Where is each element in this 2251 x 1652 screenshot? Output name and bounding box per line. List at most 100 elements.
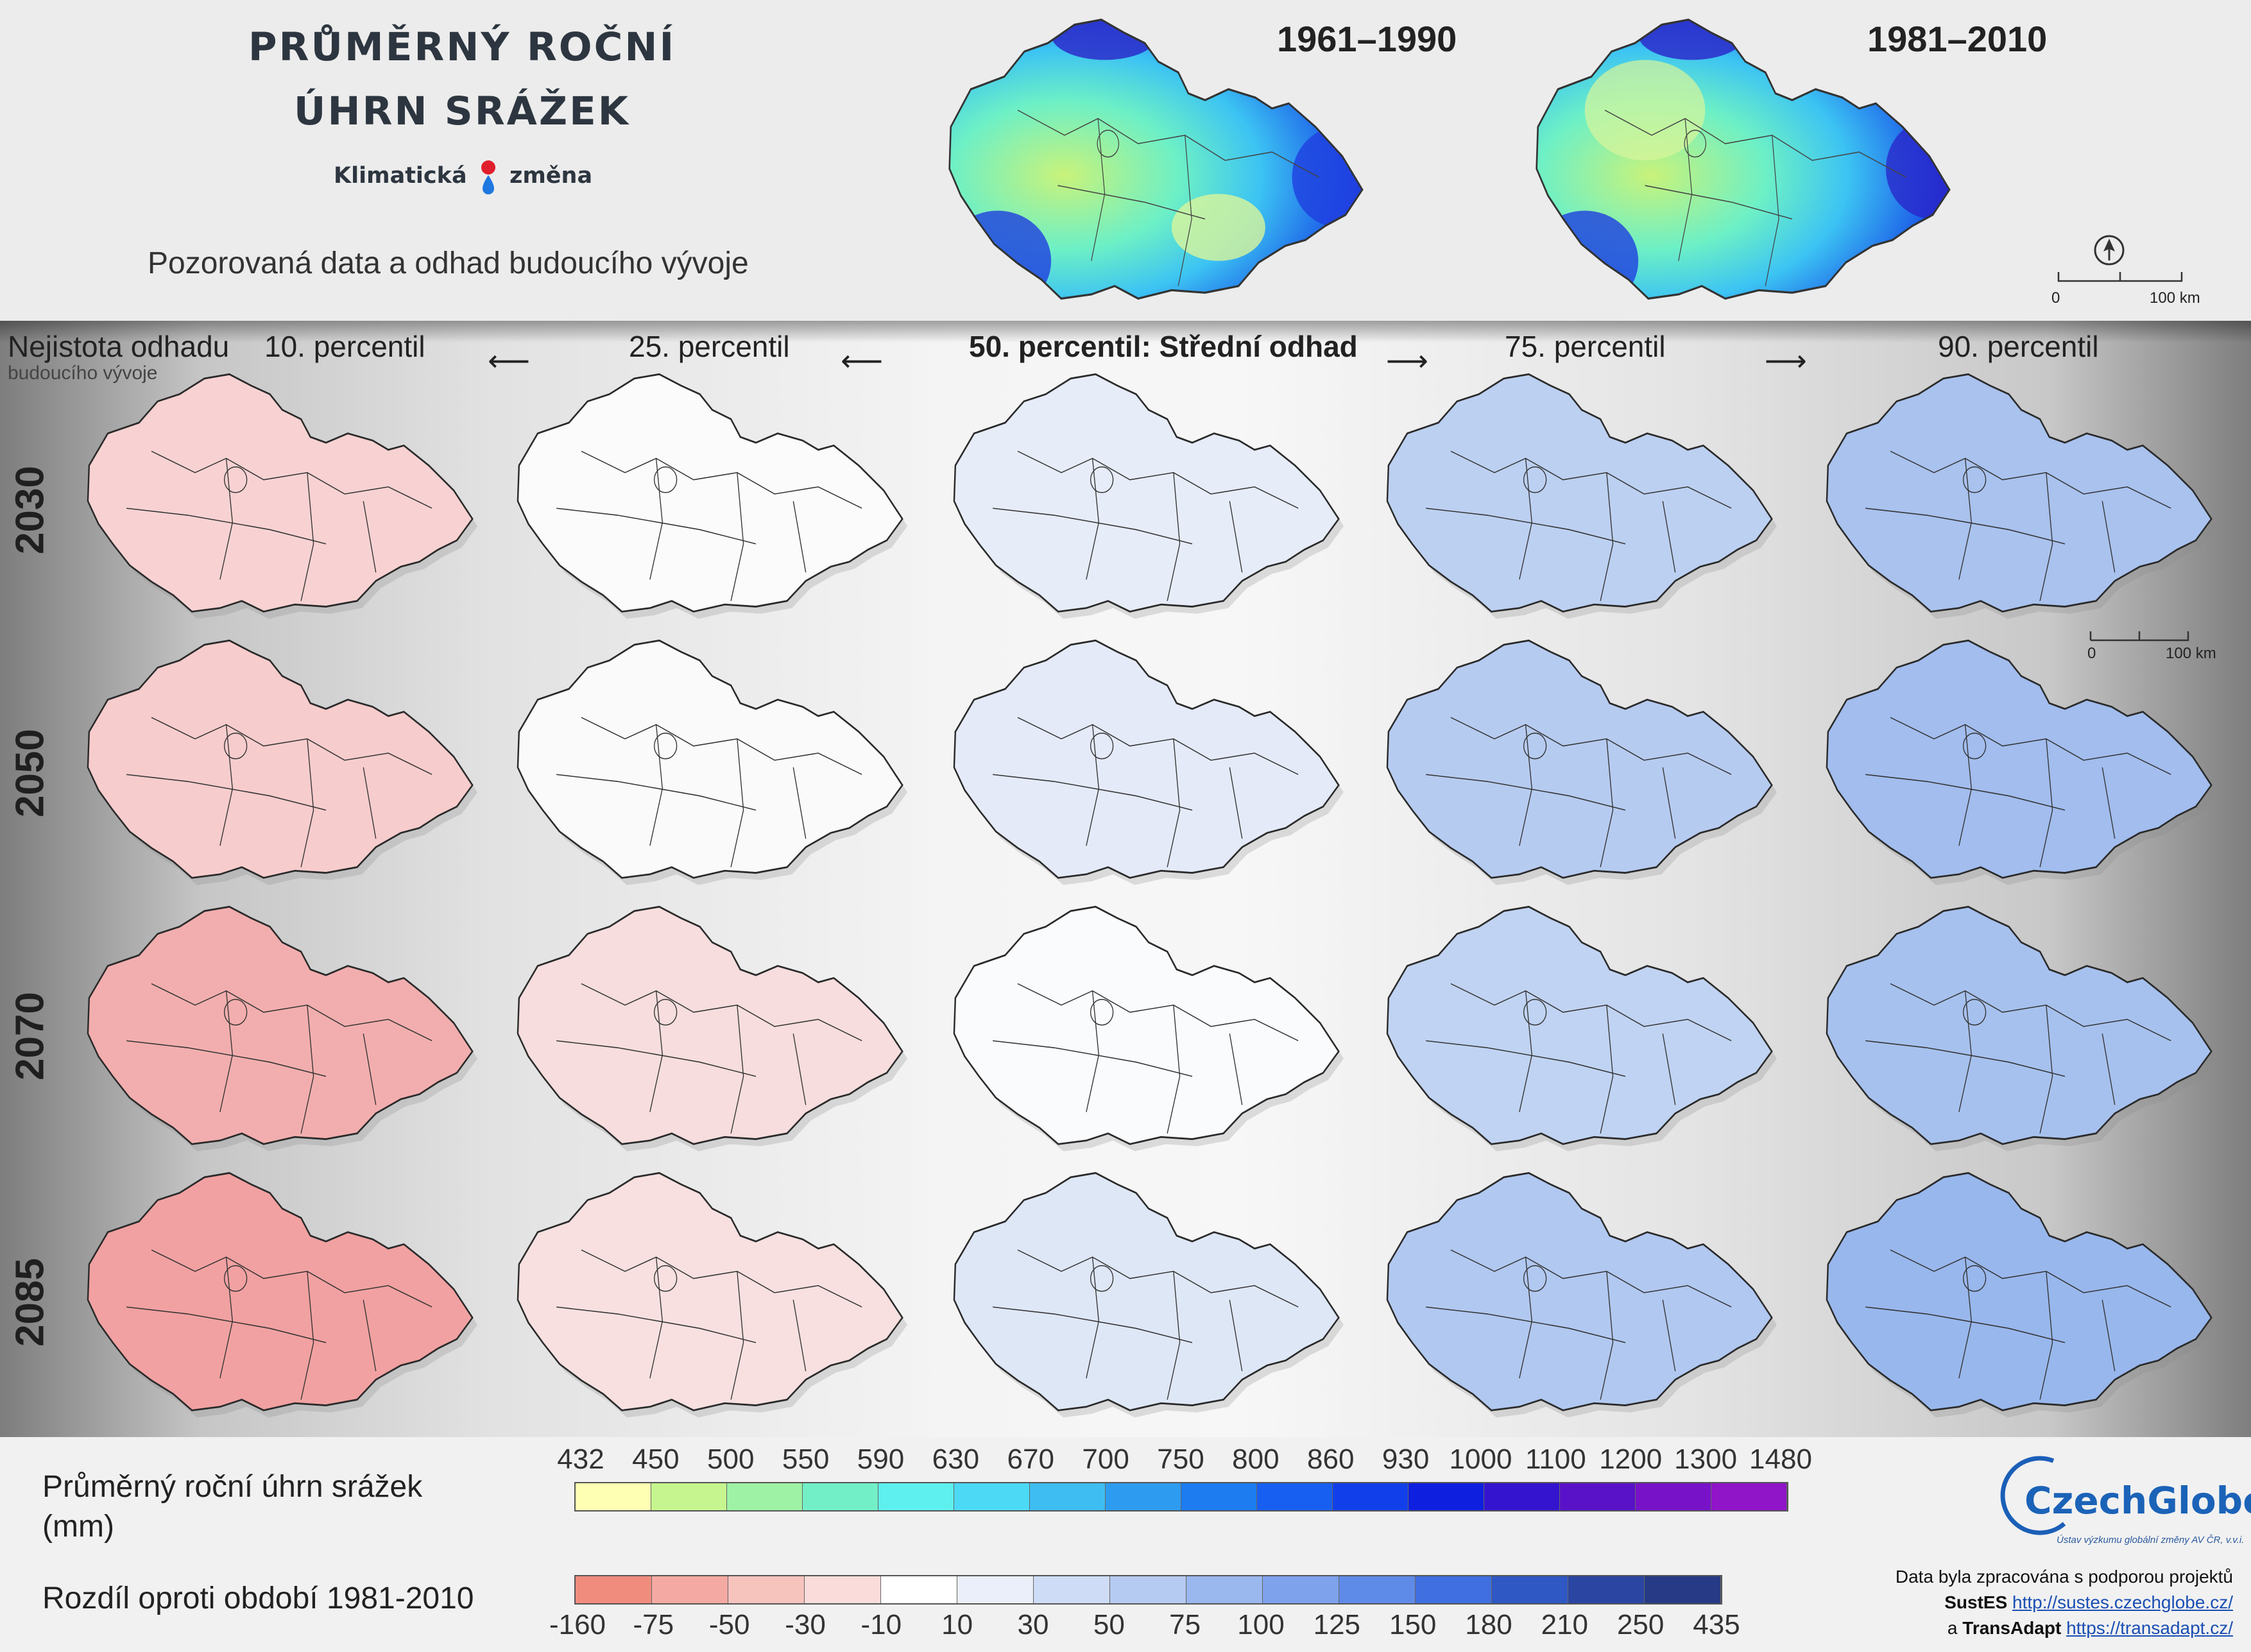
scale-bar-top — [2057, 272, 2183, 282]
legend-precip-tick: 1200 — [1599, 1443, 1663, 1475]
legend-precip-tick: 700 — [1082, 1443, 1129, 1475]
legend-diff-tick: -30 — [785, 1609, 826, 1640]
legend-swatch — [878, 1483, 954, 1510]
legend-diff-tick: -50 — [708, 1609, 750, 1640]
legend-precip-tick: 1000 — [1449, 1443, 1512, 1475]
legend-diff-tick: 10 — [941, 1609, 973, 1640]
title-line-1: PRŮMĚRNÝ ROČNÍ — [248, 24, 676, 70]
map-2070-p50 — [953, 905, 1344, 1152]
legend-swatch — [728, 1576, 805, 1603]
map-2050-p10 — [87, 639, 478, 885]
credit-line: Data byla zpracována s podporou projektů — [1895, 1567, 2233, 1587]
legend-swatch — [954, 1483, 1030, 1510]
legend-diff-tick: 180 — [1465, 1609, 1512, 1640]
legend-swatch — [1568, 1576, 1645, 1603]
legend-precip-title: Průměrný roční úhrn srážek — [42, 1470, 423, 1504]
arrow-right-icon: ⟶ — [1765, 344, 1807, 377]
legend-swatch — [1492, 1576, 1568, 1603]
legend-swatch — [1636, 1483, 1711, 1510]
legend-swatch — [1034, 1576, 1110, 1603]
sustes-link[interactable]: http://sustes.czechglobe.cz/ — [2012, 1592, 2233, 1612]
row-label-2085: 2085 — [8, 1229, 53, 1376]
row-label-2070: 2070 — [8, 962, 53, 1110]
scale-grid-zero: 0 — [2087, 645, 2096, 662]
map-2030-p50 — [953, 373, 1344, 619]
credit-conjunction: a — [1947, 1618, 1958, 1638]
legend-swatch — [881, 1576, 957, 1603]
legend-precip-tick: 630 — [932, 1443, 980, 1475]
legend-panel — [0, 1437, 2251, 1652]
legend-diff-tick: 150 — [1389, 1609, 1437, 1640]
legend-swatch — [1560, 1483, 1636, 1510]
scale-bar-grid — [2089, 631, 2189, 642]
row-year-2050: 2050 — [8, 729, 53, 817]
column-header-p90: 90. percentil — [1938, 330, 2099, 363]
row-label-2050: 2050 — [8, 699, 53, 847]
legend-swatch — [1339, 1576, 1416, 1603]
arrow-left-icon: ⟵ — [841, 344, 883, 377]
legend-swatch — [576, 1483, 651, 1510]
transadapt-link[interactable]: https://transadapt.cz/ — [2066, 1618, 2233, 1638]
map-2050-p75 — [1386, 639, 1777, 885]
period-label-1981-2010: 1981–2010 — [1867, 19, 2048, 59]
legend-swatch — [1711, 1483, 1787, 1510]
klimaticka-zmena-logo: Klimatická změna — [334, 157, 592, 196]
map-2070-p25 — [517, 905, 908, 1152]
north-arrow-icon — [2094, 235, 2125, 266]
logo-text-left: Klimatická — [334, 163, 467, 189]
legend-swatch — [576, 1576, 652, 1603]
legend-swatch — [1408, 1483, 1484, 1510]
observed-map-1981-2010 — [1536, 18, 1951, 300]
legend-swatch — [1645, 1576, 1721, 1603]
legend-precip-tick: 1300 — [1674, 1443, 1738, 1475]
legend-precip-tick: 590 — [857, 1443, 905, 1475]
legend-swatch — [1030, 1483, 1106, 1510]
legend-precip-tick: 670 — [1007, 1443, 1054, 1475]
legend-swatch — [1416, 1576, 1492, 1603]
drop-icon — [481, 160, 495, 194]
legend-precip-colorbar — [574, 1482, 1788, 1511]
map-2050-p90 — [1826, 639, 2217, 885]
column-header-p10: 10. percentil — [264, 330, 425, 363]
map-2085-p50 — [953, 1171, 1344, 1418]
map-2070-p90 — [1826, 905, 2217, 1152]
legend-diff-tick: 250 — [1616, 1609, 1665, 1640]
map-2050-p50 — [953, 639, 1344, 885]
legend-precip-tick: 500 — [707, 1443, 755, 1475]
row-label-2030: 2030 — [8, 436, 53, 584]
legend-swatch — [1257, 1483, 1333, 1510]
czechglobe-logo-text: CzechGlobe — [2024, 1479, 2251, 1522]
row-year-2070: 2070 — [8, 992, 53, 1080]
legend-diff-tick: -75 — [633, 1609, 674, 1640]
uncertainty-label-line2: budoucího vývoje — [8, 362, 158, 384]
map-2085-p10 — [87, 1171, 478, 1418]
map-2085-p75 — [1386, 1171, 1777, 1418]
uncertainty-label-line1: Nejistota odhadu — [8, 330, 230, 363]
legend-swatch — [727, 1483, 803, 1510]
row-year-2085: 2085 — [8, 1258, 53, 1347]
header-panel: PRŮMĚRNÝ ROČNÍ ÚHRN SRÁŽEK Klimatická zm… — [0, 0, 2251, 321]
legend-diff-title: Rozdíl oproti období 1981-2010 — [42, 1581, 474, 1615]
observed-map-1961-1990 — [948, 18, 1364, 300]
legend-swatch — [805, 1576, 881, 1603]
arrow-right-icon: ⟶ — [1386, 344, 1428, 377]
legend-precip-tick: 550 — [782, 1443, 830, 1475]
map-2085-p25 — [517, 1171, 908, 1418]
map-2085-p90 — [1826, 1171, 2217, 1418]
map-2030-p25 — [517, 373, 908, 619]
legend-diff-tick: 100 — [1237, 1609, 1285, 1640]
column-header-p75: 75. percentil — [1505, 330, 1666, 363]
logo-text-right: změna — [509, 163, 593, 189]
title-line-2: ÚHRN SRÁŽEK — [293, 89, 631, 134]
map-2030-p90 — [1826, 373, 2217, 619]
scale-grid-end: 100 km — [2166, 645, 2216, 662]
column-header-p50: 50. percentil: Střední odhad — [969, 330, 1358, 363]
legend-precip-tick: 750 — [1157, 1443, 1204, 1475]
arrow-left-icon: ⟵ — [488, 344, 530, 377]
map-2030-p75 — [1386, 373, 1777, 619]
legend-swatch — [1110, 1576, 1186, 1603]
legend-diff-tick: 50 — [1093, 1609, 1125, 1640]
scale-top-end: 100 km — [2150, 289, 2200, 307]
czechglobe-logo-arc-icon — [2000, 1456, 2066, 1535]
map-2070-p75 — [1386, 905, 1777, 1152]
